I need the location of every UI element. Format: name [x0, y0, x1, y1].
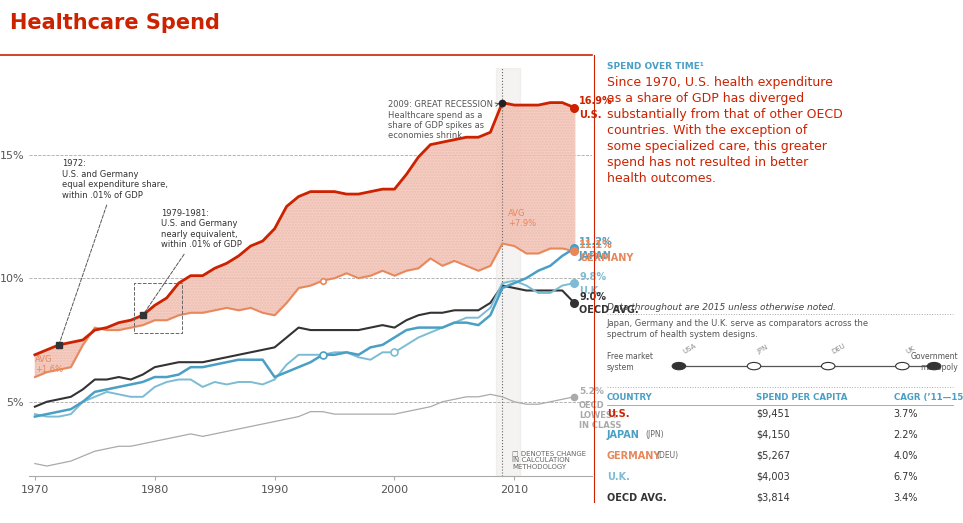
Text: Free market
system: Free market system [607, 352, 653, 372]
Text: UK: UK [905, 345, 917, 355]
Text: Government
monopoly: Government monopoly [911, 352, 958, 372]
Text: COUNTRY: COUNTRY [607, 393, 653, 402]
Text: U.K.: U.K. [607, 472, 630, 482]
Text: CAGR (’11—15): CAGR (’11—15) [894, 393, 963, 402]
Text: □ DENOTES CHANGE
IN CALCULATION
METHODOLOGY: □ DENOTES CHANGE IN CALCULATION METHODOL… [512, 450, 586, 470]
Text: SPEND PER CAPITA: SPEND PER CAPITA [756, 393, 847, 402]
Text: 6.7%: 6.7% [894, 472, 918, 482]
Text: SPEND OVER TIME¹: SPEND OVER TIME¹ [607, 62, 703, 71]
Text: $3,814: $3,814 [756, 493, 790, 503]
Text: U.S.: U.S. [579, 110, 602, 120]
Text: 1972:
U.S. and Germany
equal expenditure share,
within .01% of GDP: 1972: U.S. and Germany equal expenditure… [60, 160, 169, 342]
Text: 16.9%: 16.9% [579, 96, 612, 106]
Text: 4.0%: 4.0% [894, 451, 918, 461]
Text: 2009: GREAT RECESSION
Healthcare spend as a
share of GDP spikes as
economies shr: 2009: GREAT RECESSION Healthcare spend a… [388, 100, 499, 140]
Text: $4,003: $4,003 [756, 472, 790, 482]
Text: GERMANY: GERMANY [579, 254, 634, 264]
Text: Since 1970, U.S. health expenditure
as a share of GDP has diverged
substantially: Since 1970, U.S. health expenditure as a… [607, 76, 843, 185]
Text: Japan, Germany and the U.K. serve as comparators across the
spectrum of health s: Japan, Germany and the U.K. serve as com… [607, 319, 869, 339]
Text: Data throughout are 2015 unless otherwise noted.: Data throughout are 2015 unless otherwis… [607, 303, 836, 312]
Text: JPN: JPN [757, 344, 769, 355]
Text: $5,267: $5,267 [756, 451, 790, 461]
Text: 5.2%: 5.2% [579, 386, 604, 395]
Text: $4,150: $4,150 [756, 430, 790, 440]
Text: AVG
+7.9%: AVG +7.9% [508, 209, 536, 228]
Text: 3.7%: 3.7% [894, 409, 918, 419]
Text: USA: USA [682, 342, 697, 355]
Text: 2.2%: 2.2% [894, 430, 919, 440]
Text: 3.4%: 3.4% [894, 493, 918, 503]
Text: (JPN): (JPN) [645, 430, 664, 439]
Text: JAPAN: JAPAN [607, 430, 639, 440]
Text: U.K.: U.K. [579, 286, 602, 295]
Text: OECD AVG.: OECD AVG. [607, 493, 666, 503]
Text: AVG
+1.6%: AVG +1.6% [35, 355, 63, 374]
Text: 9.8%: 9.8% [579, 272, 606, 282]
Text: DEU: DEU [831, 342, 846, 355]
Text: GERMANY: GERMANY [607, 451, 661, 461]
Text: JAPAN: JAPAN [579, 251, 612, 261]
Text: 1979-1981:
U.S. and Germany
nearly equivalent,
within .01% of GDP: 1979-1981: U.S. and Germany nearly equiv… [144, 209, 242, 313]
Text: $9,451: $9,451 [756, 409, 790, 419]
Text: (DEU): (DEU) [657, 451, 679, 460]
Text: OECD AVG.: OECD AVG. [579, 305, 638, 315]
Text: 11.1%: 11.1% [579, 240, 612, 249]
Text: 9.0%: 9.0% [579, 292, 606, 302]
Text: Healthcare Spend: Healthcare Spend [10, 13, 220, 33]
Text: OECD
LOWEST
IN CLASS: OECD LOWEST IN CLASS [579, 401, 621, 430]
Text: 11.2%: 11.2% [579, 237, 612, 247]
Bar [496, 68, 520, 476]
Text: U.S.: U.S. [607, 409, 629, 419]
